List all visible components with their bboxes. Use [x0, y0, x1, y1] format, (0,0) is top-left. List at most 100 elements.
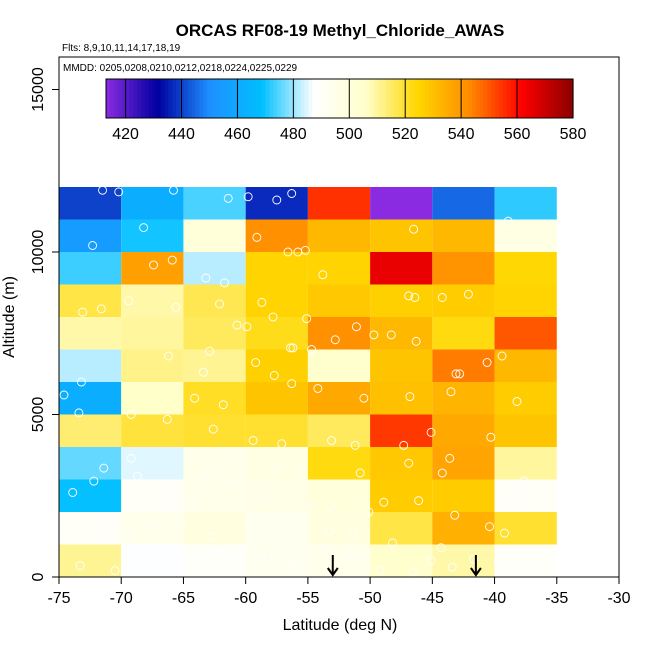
- x-tick-label: -70: [110, 590, 133, 607]
- colorbar-segment: [129, 79, 134, 118]
- heatmap-cell: [370, 447, 433, 480]
- sample-point: [409, 224, 419, 234]
- colorbar-segment: [351, 79, 356, 118]
- heatmap-cell: [59, 317, 122, 350]
- heatmap-cell: [494, 447, 557, 480]
- sample-point: [351, 322, 361, 332]
- colorbar-segment: [214, 79, 220, 118]
- sample-point: [171, 302, 181, 312]
- colorbar-segment: [327, 79, 333, 118]
- sample-point: [532, 562, 542, 572]
- sample-point: [144, 564, 154, 574]
- sample-point: [455, 369, 465, 379]
- heatmap-cell: [432, 284, 495, 317]
- sample-point: [379, 497, 389, 507]
- colorbar: [105, 78, 574, 119]
- sample-point: [388, 538, 397, 548]
- heatmap-cell: [370, 479, 433, 512]
- colorbar-segment: [323, 79, 329, 118]
- colorbar-segment: [553, 79, 559, 118]
- heatmap-cell: [307, 219, 371, 252]
- colorbar-segment: [358, 79, 364, 118]
- sample-point: [411, 336, 421, 346]
- colorbar-segment: [362, 79, 368, 118]
- heatmap-cell: [370, 512, 433, 545]
- sample-point: [283, 247, 293, 257]
- y-axis: 0 5000 10000 15000: [30, 67, 59, 581]
- x-tick-label: -45: [421, 590, 444, 607]
- colorbar-segment: [331, 79, 337, 118]
- sample-point: [263, 553, 273, 562]
- sample-point: [248, 436, 258, 445]
- heatmap-cell: [307, 544, 371, 577]
- heatmap-cell: [59, 284, 122, 317]
- heatmap-cell: [183, 219, 246, 252]
- heatmap-cell: [245, 284, 308, 317]
- sample-point: [74, 408, 84, 418]
- heatmap-cell: [245, 512, 308, 545]
- latitude-arrows: [326, 555, 482, 577]
- sample-point: [230, 562, 239, 572]
- heatmap-cell: [494, 284, 557, 317]
- heatmap-cell: [307, 447, 371, 480]
- arrow-head: [470, 567, 482, 577]
- sample-point: [273, 465, 283, 475]
- colorbar-segment: [565, 79, 570, 118]
- sample-point: [345, 551, 355, 561]
- sample-point: [426, 556, 436, 566]
- colorbar-segment: [487, 79, 492, 118]
- sample-point: [76, 377, 86, 387]
- colorbar-segment: [316, 79, 321, 118]
- colorbar-segment: [160, 79, 165, 118]
- colorbar-segment: [386, 79, 391, 118]
- sample-point: [164, 351, 173, 361]
- sample-point: [205, 346, 215, 356]
- colorbar-segment: [304, 79, 309, 118]
- colorbar-segment: [499, 79, 504, 118]
- sample-point: [320, 543, 330, 553]
- colorbar-segment: [172, 79, 177, 118]
- colorbar-segment: [510, 79, 516, 118]
- sample-point: [307, 501, 317, 510]
- heatmap-cell: [59, 544, 122, 577]
- heatmap-cell: [245, 219, 308, 252]
- y-tick-label: 0: [30, 572, 47, 581]
- sample-point: [242, 322, 252, 332]
- sample-point: [407, 567, 417, 577]
- heatmap-cell: [307, 382, 371, 415]
- colorbar-segment: [397, 79, 403, 118]
- colorbar-segment: [296, 79, 302, 118]
- heatmap-cell: [307, 512, 371, 545]
- sample-point: [293, 564, 303, 574]
- heatmap-cell: [370, 544, 433, 577]
- heatmap-cell: [183, 512, 246, 545]
- heatmap-cell: [121, 252, 184, 285]
- sample-point: [327, 436, 336, 445]
- heatmap-cell: [183, 187, 246, 220]
- heatmap-cell: [245, 544, 308, 577]
- sample-point: [139, 223, 149, 233]
- heatmap-cell: [494, 414, 557, 447]
- sample-point: [493, 557, 503, 567]
- sample-point: [426, 427, 436, 437]
- heatmap-cell: [432, 382, 495, 415]
- sample-point: [223, 193, 233, 203]
- x-tick-label: -30: [607, 590, 630, 607]
- colorbar-tick-label: 500: [336, 126, 363, 143]
- heatmap-cell: [121, 317, 184, 350]
- colorbar-segment: [421, 79, 426, 118]
- colorbar-segment: [199, 79, 204, 118]
- colorbar-segment: [191, 79, 197, 118]
- sample-point: [196, 559, 206, 569]
- heatmap-cell: [307, 284, 371, 317]
- heatmap-cell: [370, 317, 433, 350]
- plot-frame: [58, 56, 620, 578]
- heatmap-cell: [307, 479, 371, 512]
- heatmap-cell: [121, 447, 184, 480]
- sample-point: [272, 195, 282, 205]
- heatmap-cell: [494, 544, 557, 577]
- x-tick-label: -65: [172, 590, 195, 607]
- sample-point: [468, 554, 478, 564]
- colorbar-segment: [526, 79, 531, 118]
